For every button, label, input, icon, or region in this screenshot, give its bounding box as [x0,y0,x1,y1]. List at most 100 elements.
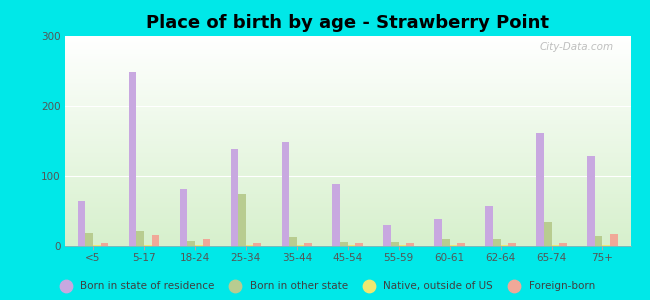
Bar [65,207,630,208]
Bar [65,169,630,170]
Bar [65,77,630,78]
Bar [610,234,617,246]
Bar [65,230,630,231]
Bar [65,36,630,37]
Bar [65,145,630,146]
Bar [65,56,630,57]
Bar [65,152,630,154]
Bar [65,179,630,180]
Bar [384,225,391,246]
Bar [65,143,630,144]
Bar [65,125,630,126]
Bar [65,93,630,94]
Bar [65,137,630,138]
Bar [304,243,312,246]
Bar [65,172,630,173]
Bar [65,206,630,207]
Bar [587,156,595,246]
Bar [65,38,630,39]
Bar [65,84,630,85]
Bar [78,200,85,246]
Bar [203,239,210,246]
Bar [65,128,630,130]
Bar [348,244,356,246]
Bar [281,142,289,246]
Bar [65,51,630,52]
Bar [65,57,630,58]
Bar [65,202,630,203]
Bar [65,54,630,55]
Bar [65,96,630,97]
Bar [65,112,630,114]
Bar [254,243,261,246]
Bar [65,177,630,178]
Bar [65,55,630,56]
Bar [65,146,630,147]
Bar [65,183,630,184]
Bar [65,112,630,113]
Bar [65,142,630,143]
Bar [65,224,630,225]
Bar [65,229,630,230]
Bar [195,244,203,246]
Legend: Born in state of residence, Born in other state, Native, outside of US, Foreign-: Born in state of residence, Born in othe… [51,277,599,295]
Bar [65,184,630,185]
Bar [65,98,630,99]
Bar [93,244,101,246]
Bar [65,233,630,235]
Bar [65,227,630,228]
Bar [297,244,304,246]
Bar [144,244,151,246]
Bar [65,80,630,81]
Bar [65,208,630,209]
Bar [65,204,630,205]
Bar [65,242,630,243]
Bar [391,242,398,246]
Bar [65,190,630,191]
Bar [65,50,630,51]
Bar [65,39,630,40]
Bar [65,205,630,206]
Bar [65,221,630,222]
Bar [65,203,630,204]
Bar [179,189,187,246]
Bar [65,168,630,169]
Bar [65,240,630,241]
Bar [65,239,630,240]
Bar [231,149,238,246]
Bar [442,239,450,246]
Bar [65,68,630,69]
Bar [65,115,630,116]
Bar [65,102,630,103]
Bar [65,214,630,215]
Bar [65,126,630,127]
Bar [65,167,630,168]
Bar [552,244,559,246]
Bar [486,206,493,246]
Bar [65,236,630,238]
Bar [65,231,630,232]
Bar [289,237,297,246]
Bar [65,197,630,198]
Bar [356,242,363,246]
Bar [65,71,630,72]
Bar [65,73,630,74]
Bar [65,116,630,117]
Bar [65,209,630,210]
Bar [508,243,516,246]
Bar [65,65,630,67]
Bar [65,176,630,177]
Bar [65,173,630,175]
Bar [65,44,630,46]
Bar [65,101,630,102]
Bar [65,86,630,88]
Bar [65,63,630,64]
Bar [65,64,630,65]
Bar [595,236,603,246]
Bar [65,180,630,181]
Bar [65,131,630,133]
Bar [65,140,630,141]
Bar [65,124,630,125]
Bar [65,225,630,226]
Bar [65,122,630,123]
